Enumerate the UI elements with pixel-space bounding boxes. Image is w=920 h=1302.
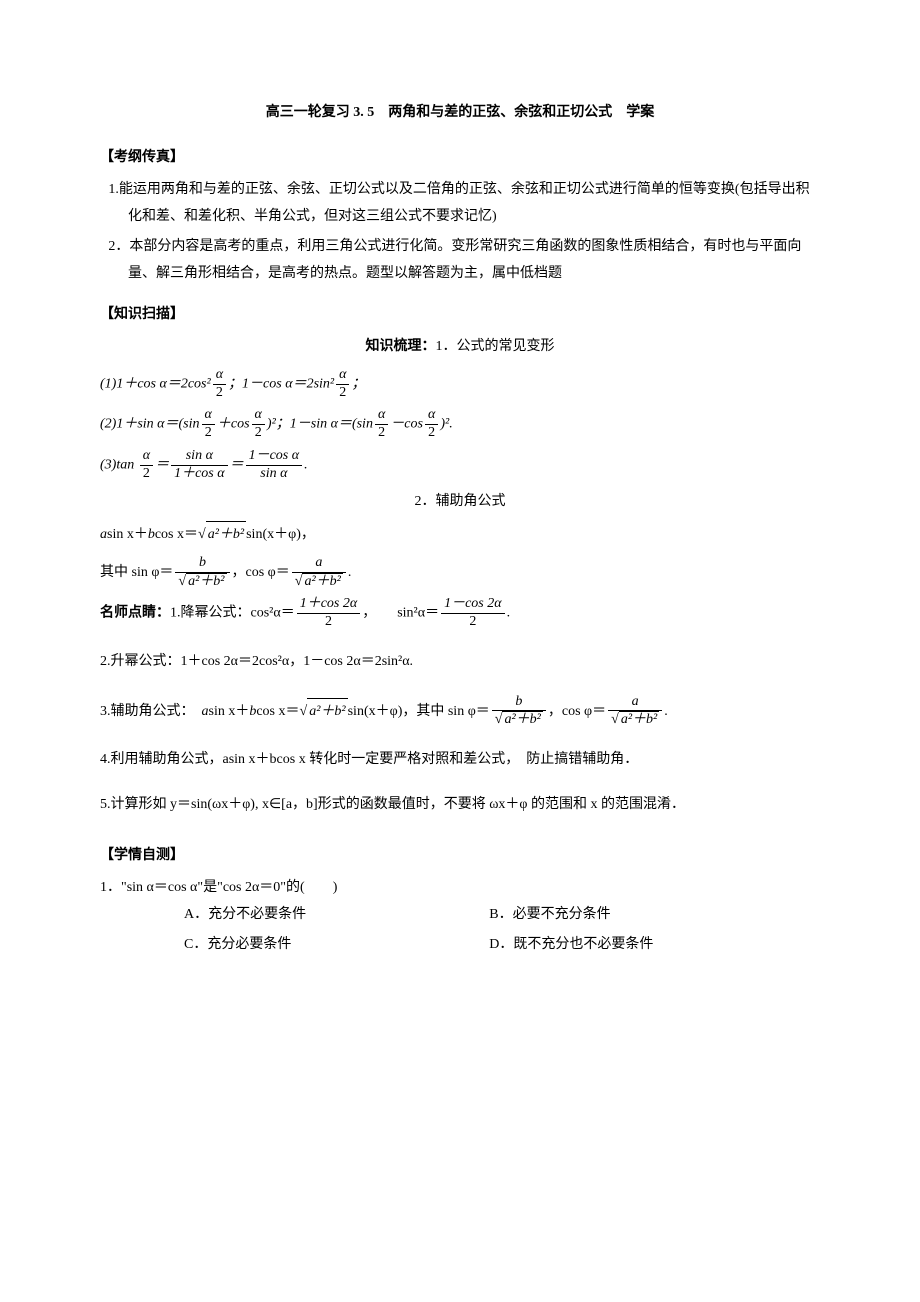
aux1c: b [148,527,155,542]
ms3n2: a [608,694,662,712]
f3d1: 1＋cos α [171,466,228,483]
f1c: ； [351,376,365,391]
ms3de2: a²＋b² [608,711,662,729]
f2c: )²；1－sin α＝(sin [267,417,373,432]
aux2a: 其中 sin φ＝ [100,565,173,580]
ms1mid: ， sin²α＝ [362,606,439,621]
f3a: (3)tan [100,457,138,472]
kaogang-item-2: 2．本部分内容是高考的重点，利用三角公式进行化简。变形常研究三角函数的图象性质相… [100,234,820,287]
ms1n: 1＋cos 2α [297,596,361,614]
ms1a: 1.降幂公式：cos²α＝ [170,606,295,621]
f3da: 2 [140,466,153,483]
aux1b: sin x＋ [107,527,148,542]
q1-choice-c: C．充分必要条件 [184,932,489,959]
f3end: . [304,457,308,472]
ms-4: 4.利用辅助角公式，asin x＋bcos x 转化时一定要严格对照和差公式， … [100,747,820,774]
f1-den: 2 [213,385,226,402]
aux2c: ，cos φ＝ [232,565,290,580]
ms3d2: cos x＝ [256,704,299,719]
ms-5: 5.计算形如 y＝sin(ωx＋φ), x∈[a，b]形式的函数最值时，不要将 … [100,792,820,819]
ms3c: ，cos φ＝ [548,704,606,719]
aux2d1: a²＋b² [175,573,229,591]
aux1e: sin(x＋φ)， [246,527,315,542]
f2d4: 2 [425,425,438,442]
aux2r2: a²＋b² [302,573,342,591]
question-1: 1．"sin α＝cos α"是"cos 2α＝0"的( ) [100,875,820,902]
f3na: α [140,448,153,466]
f3eq1: ＝ [155,457,169,472]
aux2n1: b [175,555,229,573]
f1-den2: 2 [336,385,349,402]
ms3de1: a²＋b² [492,711,546,729]
ms3a2: a [202,704,209,719]
q1-choices: A．充分不必要条件 B．必要不充分条件 C．充分必要条件 D．既不充分也不必要条… [100,902,820,963]
ms3r2: a²＋b² [619,711,659,729]
ms3b2: sin x＋ [209,704,250,719]
q1-choice-d: D．既不充分也不必要条件 [489,932,794,959]
aux2d2: a²＋b² [292,573,346,591]
ms-head: 名师点睛： [100,606,170,621]
aux2r1: a²＋b² [186,573,226,591]
ms-2: 2.升幂公式：1＋cos 2α＝2cos²α，1－cos 2α＝2sin²α. [100,649,820,676]
ms1d2: 2 [441,614,505,631]
f2d: －cos [390,417,423,432]
zs-prefix: 知识梳理： [366,339,436,354]
kaogang-item-1: 1.能运用两角和与差的正弦、余弦、正切公式以及二倍角的正弦、余弦和正切公式进行简… [100,177,820,230]
section-xueqing: 【学情自测】 [100,843,820,870]
aux1d: cos x＝ [155,527,198,542]
f3n1: sin α [171,448,228,466]
f3n2: 1－cos α [246,448,303,466]
ms3n1: b [492,694,546,712]
zhishi-subtitle-2: 2．辅助角公式 [100,489,820,516]
zhishi-subtitle-1: 知识梳理：1．公式的常见变形 [100,334,820,361]
aux1rad: a²＋b² [206,521,246,549]
f2e: )². [440,417,452,432]
ms-3: 3.辅助角公式： asin x＋bcos x＝a²＋b²sin(x＋φ)，其中 … [100,694,820,730]
f2n1: α [202,407,215,425]
formula-3: (3)tan α2＝sin α1＋cos α＝1－cos αsin α. [100,448,820,483]
f2n3: α [375,407,388,425]
f2a: (2)1＋sin α＝(sin [100,417,200,432]
f3eq2: ＝ [230,457,244,472]
f1b: ；1－cos α＝2sin² [228,376,334,391]
ms1d: 2 [297,614,361,631]
section-zhishi: 【知识扫描】 [100,302,820,329]
ms3a: 3.辅助角公式： [100,704,202,719]
ms1end: . [507,606,511,621]
q1-choice-b: B．必要不充分条件 [489,902,794,929]
ms-1: 名师点睛：1.降幂公式：cos²α＝1＋cos 2α2， sin²α＝1－cos… [100,596,820,631]
f1-num: α [213,367,226,385]
f2b: ＋cos [217,417,250,432]
f1a: (1)1＋cos α＝2cos² [100,376,211,391]
formula-1: (1)1＋cos α＝2cos²α2；1－cos α＝2sin²α2； [100,367,820,402]
ms3r1: a²＋b² [502,711,542,729]
section-kaogang: 【考纲传真】 [100,145,820,172]
q1-choice-a: A．充分不必要条件 [184,902,489,929]
aux2e: . [348,565,352,580]
page-title: 高三一轮复习 3. 5 两角和与差的正弦、余弦和正切公式 学案 [100,100,820,127]
f3d2: sin α [246,466,303,483]
aux-formula-2: 其中 sin φ＝ba²＋b²，cos φ＝aa²＋b². [100,555,820,591]
ms1n2: 1－cos 2α [441,596,505,614]
f2n4: α [425,407,438,425]
ms3d: . [664,704,668,719]
f2d3: 2 [375,425,388,442]
f2n2: α [252,407,265,425]
aux2n2: a [292,555,346,573]
aux1a: a [100,527,107,542]
f2d2: 2 [252,425,265,442]
zs-t1: 1．公式的常见变形 [436,339,555,354]
f2d1: 2 [202,425,215,442]
ms3r: a²＋b² [307,698,347,726]
formula-2: (2)1＋sin α＝(sinα2＋cosα2)²；1－sin α＝(sinα2… [100,407,820,442]
f1-num2: α [336,367,349,385]
aux-formula-1: asin x＋bcos x＝ a²＋b²sin(x＋φ)， [100,521,820,549]
ms3b: sin(x＋φ)，其中 sin φ＝ [348,704,490,719]
